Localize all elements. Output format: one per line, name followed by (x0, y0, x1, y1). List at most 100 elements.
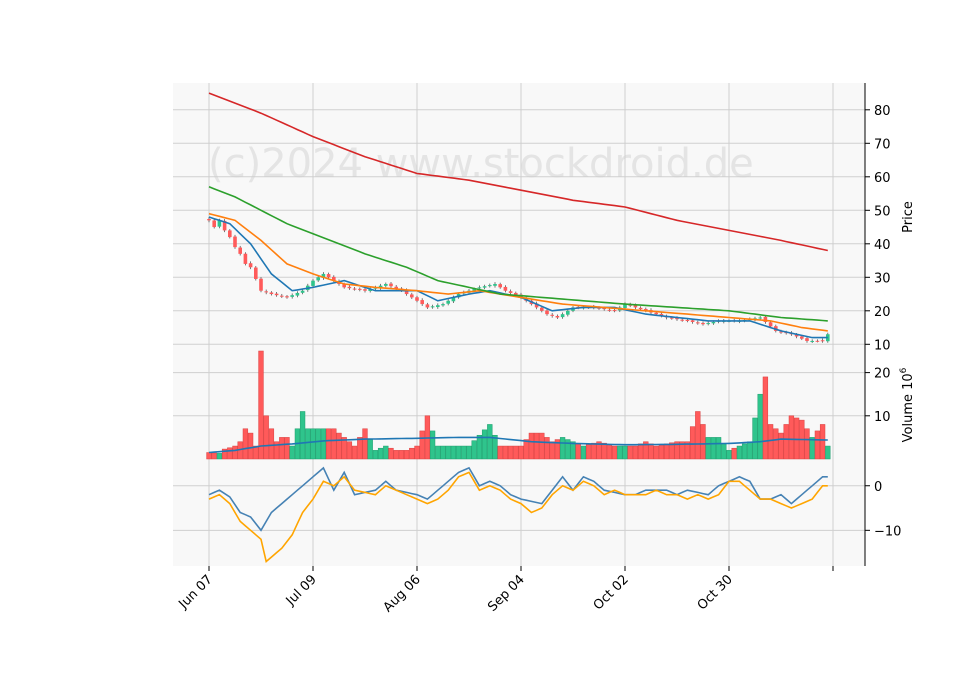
candle-body (680, 319, 684, 321)
volume-bar (554, 439, 561, 460)
volume-bar (585, 444, 592, 460)
volume-bar (721, 443, 727, 460)
y-tick-label: 40 (874, 238, 891, 253)
volume-bar (325, 428, 332, 460)
volume-bar (533, 432, 540, 460)
x-tick-label: Jul 09 (283, 572, 320, 609)
candle-body (597, 307, 601, 309)
volume-bar (331, 428, 337, 460)
volume-bar (476, 434, 483, 460)
candle-body (222, 220, 227, 231)
candle-body (644, 308, 648, 311)
volume-bar (825, 445, 831, 460)
volume-bar (502, 445, 509, 460)
candle-body (311, 280, 315, 286)
volume-bar (435, 445, 441, 460)
volume-bar (580, 445, 587, 460)
x-tick-label: Aug 06 (381, 572, 424, 615)
volume-bar (611, 445, 618, 460)
volume-bar (455, 445, 462, 460)
volume-bar (757, 393, 763, 460)
candle-body (436, 305, 440, 308)
volume-bar (310, 428, 316, 460)
ma_mid-line (208, 212, 828, 332)
candle-body (212, 220, 216, 228)
candle-body (638, 307, 643, 310)
x-tick-label: Oct 30 (695, 572, 736, 613)
candle-body (482, 286, 487, 288)
volume-avg-line (208, 436, 828, 454)
volume-bar (461, 445, 467, 460)
candle-body (602, 308, 606, 310)
candle-body (358, 288, 362, 290)
candle-body (363, 289, 367, 291)
volume-bar (705, 437, 711, 460)
candle-body (659, 313, 664, 316)
candle-body (815, 340, 820, 342)
volume-bar (211, 452, 217, 460)
macd-line (208, 466, 828, 532)
y-tick-label: 0 (874, 480, 882, 495)
y-tick-label: 70 (874, 137, 891, 152)
candle-body (690, 320, 695, 322)
candle-body (810, 340, 814, 342)
y-tick-label: 50 (874, 204, 891, 219)
candle-body (233, 236, 237, 248)
candle-body (768, 322, 773, 327)
candle-body (238, 247, 242, 254)
volume-bar (414, 445, 420, 460)
volume-bar (627, 445, 633, 460)
volume-bar (523, 439, 529, 460)
candle-body (800, 336, 804, 339)
volume-bar (731, 447, 737, 460)
volume-bar (658, 444, 665, 460)
volume-bar (273, 441, 280, 460)
volume-bar (669, 442, 675, 460)
volume-bar (247, 432, 254, 460)
volume-bar (689, 426, 696, 460)
candle-body (508, 291, 513, 293)
volume-bar (357, 437, 363, 460)
candle-body (347, 286, 352, 289)
candle-body (701, 322, 705, 325)
volume-bar (227, 447, 233, 460)
watermark: (c)2024 www.stockdroid.de (208, 141, 754, 187)
candle-body (607, 309, 612, 311)
candle-body (389, 283, 393, 287)
candle-body (280, 295, 284, 297)
candle-body (514, 292, 518, 296)
volume-bar (762, 376, 769, 460)
volume-bar (695, 411, 701, 460)
y-tick-label: 30 (874, 271, 891, 286)
y-tick-label: 10 (874, 410, 891, 425)
volume-bar (393, 450, 399, 460)
volume-bar (367, 439, 373, 460)
candle-body (384, 284, 388, 286)
candle-body (368, 289, 372, 291)
candle-body (763, 316, 768, 322)
volume-bar (715, 437, 722, 460)
volume-bar (362, 428, 368, 460)
volume-bar (674, 441, 680, 460)
volume-bar (767, 424, 774, 460)
volume-bar (242, 428, 249, 460)
candle-body (685, 320, 690, 322)
volume-bar (549, 441, 555, 460)
candle-body (779, 331, 783, 333)
candle-body (498, 284, 502, 288)
volume-bar (481, 429, 488, 460)
volume-bar (752, 417, 758, 460)
candle-body (420, 300, 424, 305)
volume-bar (617, 445, 623, 460)
volume-bar (497, 445, 503, 460)
volume-bar (268, 428, 275, 460)
volume-bar (289, 445, 295, 460)
candle-body (696, 322, 700, 324)
macd-panel (173, 459, 865, 566)
volume-bar (793, 417, 800, 460)
volume-bar (559, 437, 566, 460)
candle-body (612, 310, 617, 312)
candle-body (274, 293, 279, 296)
volume-bar (591, 442, 597, 460)
